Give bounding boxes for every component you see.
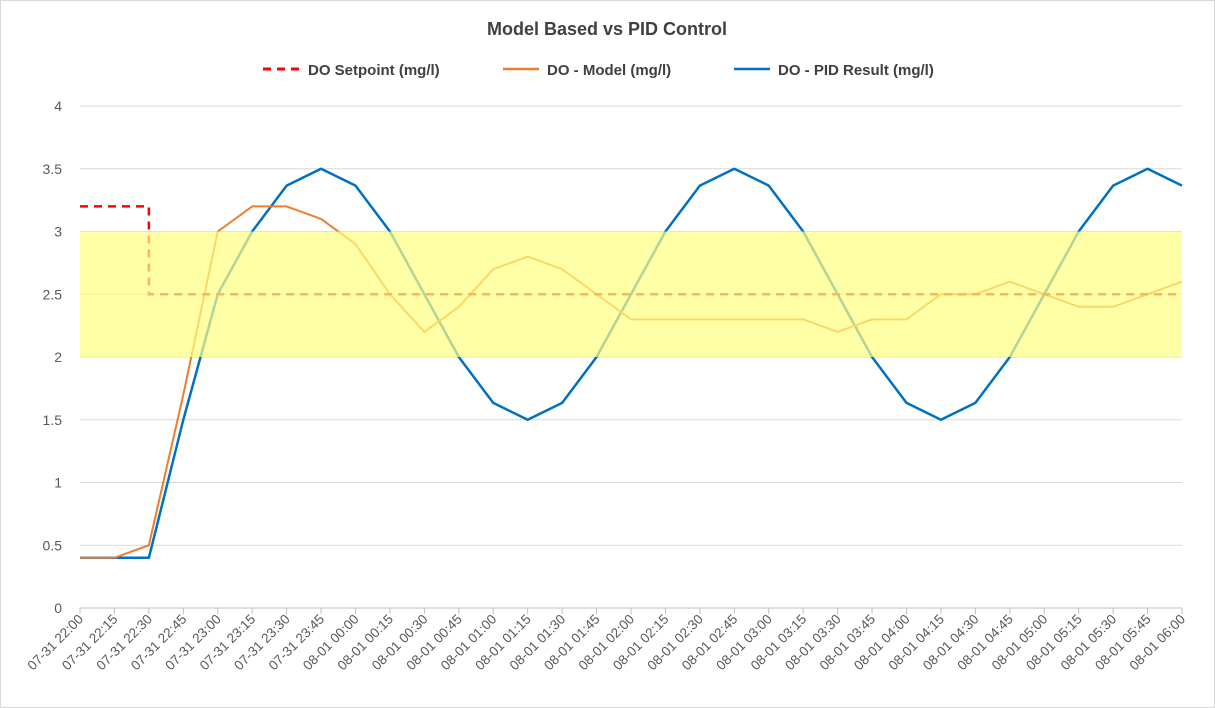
y-tick-label: 0 <box>54 600 62 616</box>
legend-label-setpoint: DO Setpoint (mg/l) <box>308 62 440 79</box>
legend-item-pid: DO - PID Result (mg/l) <box>734 62 934 79</box>
legend-label-model: DO - Model (mg/l) <box>547 62 671 79</box>
legend-label-pid: DO - PID Result (mg/l) <box>778 62 934 79</box>
y-tick-label: 3.5 <box>43 161 63 177</box>
target-band <box>80 231 1182 357</box>
y-tick-label: 2 <box>54 349 62 365</box>
y-tick-label: 4 <box>54 98 62 114</box>
chart-title: Model Based vs PID Control <box>487 19 727 39</box>
legend-item-model: DO - Model (mg/l) <box>503 62 671 79</box>
y-tick-label: 0.5 <box>43 537 63 553</box>
y-tick-label: 1 <box>54 475 62 491</box>
y-tick-label: 3 <box>54 224 62 240</box>
y-tick-label: 2.5 <box>43 286 63 302</box>
series-line-pid <box>80 167 1183 560</box>
legend: DO Setpoint (mg/l) DO - Model (mg/l) DO … <box>263 62 934 79</box>
legend-item-setpoint: DO Setpoint (mg/l) <box>263 62 440 79</box>
y-tick-label: 1.5 <box>43 412 63 428</box>
